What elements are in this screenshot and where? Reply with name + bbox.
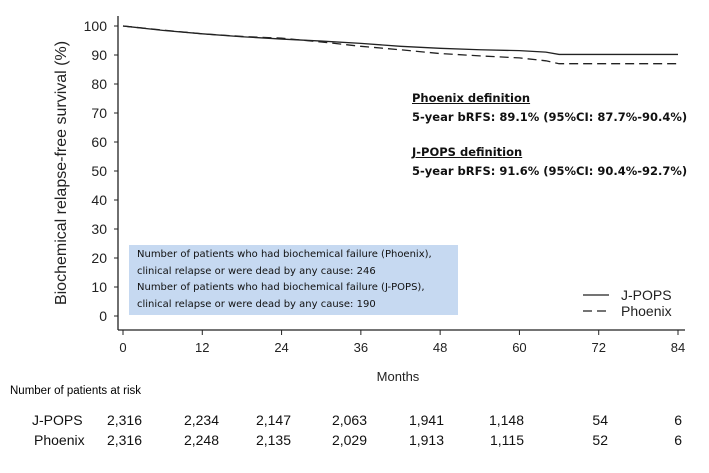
legend-label: J-POPS xyxy=(621,287,672,303)
risk-cell: 2,316 xyxy=(106,432,142,448)
survival-curve-j-pops xyxy=(122,25,678,56)
risk-cell: 2,316 xyxy=(106,412,142,428)
y-tick-label: 40 xyxy=(91,192,107,208)
survival-curve-phoenix xyxy=(122,25,678,65)
y-tick-label: 80 xyxy=(91,76,107,92)
y-tick-label: 0 xyxy=(99,308,107,324)
phoenix-annotation: Phoenix definition 5-year bRFS: 89.1% (9… xyxy=(412,89,687,127)
y-tick-label: 30 xyxy=(91,221,107,237)
risk-table-title: Number of patients at risk xyxy=(10,385,142,397)
y-tick-label: 60 xyxy=(91,134,107,150)
risk-cell: 2,029 xyxy=(331,432,367,448)
risk-cell: 2,248 xyxy=(183,432,219,448)
box-line: Number of patients who had biochemical f… xyxy=(137,249,432,260)
x-tick-label: 72 xyxy=(591,340,605,355)
x-tick-label: 60 xyxy=(512,340,526,355)
y-tick-label: 100 xyxy=(84,18,108,34)
risk-row-label: Phoenix xyxy=(34,432,85,448)
x-tick-label: 36 xyxy=(354,340,368,355)
y-tick-label: 90 xyxy=(91,47,107,63)
risk-cell: 6 xyxy=(674,412,682,428)
phoenix-title: Phoenix definition xyxy=(412,91,531,105)
x-tick-label: 84 xyxy=(671,340,685,355)
risk-cell: 2,234 xyxy=(183,412,219,428)
x-tick-label: 24 xyxy=(274,340,288,355)
y-tick-label: 50 xyxy=(91,163,107,179)
jpops-title: J-POPS definition xyxy=(412,145,523,159)
risk-row-label: J-POPS xyxy=(32,412,83,428)
jpops-annotation: J-POPS definition 5-year bRFS: 91.6% (95… xyxy=(412,143,687,181)
jpops-brfs: 5-year bRFS: 91.6% (95%CI: 90.4%-92.7%) xyxy=(412,164,688,178)
y-axis-label: Biochemical relapse-free survival (%) xyxy=(53,41,70,305)
risk-cell: 1,148 xyxy=(488,412,524,428)
y-tick-label: 70 xyxy=(91,105,107,121)
risk-cell: 1,913 xyxy=(408,432,444,448)
risk-cell: 1,941 xyxy=(408,412,444,428)
risk-cell: 6 xyxy=(674,432,682,448)
y-tick-label: 10 xyxy=(91,279,107,295)
y-tick-label: 20 xyxy=(91,250,107,266)
risk-cell: 1,115 xyxy=(490,432,524,448)
box-line: clinical relapse or were dead by any cau… xyxy=(137,265,376,277)
risk-cell: 2,147 xyxy=(255,412,291,428)
x-tick-label: 0 xyxy=(119,340,126,355)
risk-cell: 2,063 xyxy=(331,412,367,428)
phoenix-brfs: 5-year bRFS: 89.1% (95%CI: 87.7%-90.4%) xyxy=(412,110,688,124)
x-tick-label: 12 xyxy=(195,340,209,355)
risk-cell: 2,135 xyxy=(255,432,291,448)
x-tick-label: 48 xyxy=(433,340,447,355)
legend-label: Phoenix xyxy=(621,303,672,319)
events-box: Number of patients who had biochemical f… xyxy=(129,245,458,315)
x-axis-label: Months xyxy=(377,369,420,384)
box-line: clinical relapse or were dead by any cau… xyxy=(137,298,376,310)
risk-cell: 52 xyxy=(592,432,608,448)
box-line: Number of patients who had biochemical f… xyxy=(137,282,425,293)
risk-cell: 54 xyxy=(592,412,608,428)
